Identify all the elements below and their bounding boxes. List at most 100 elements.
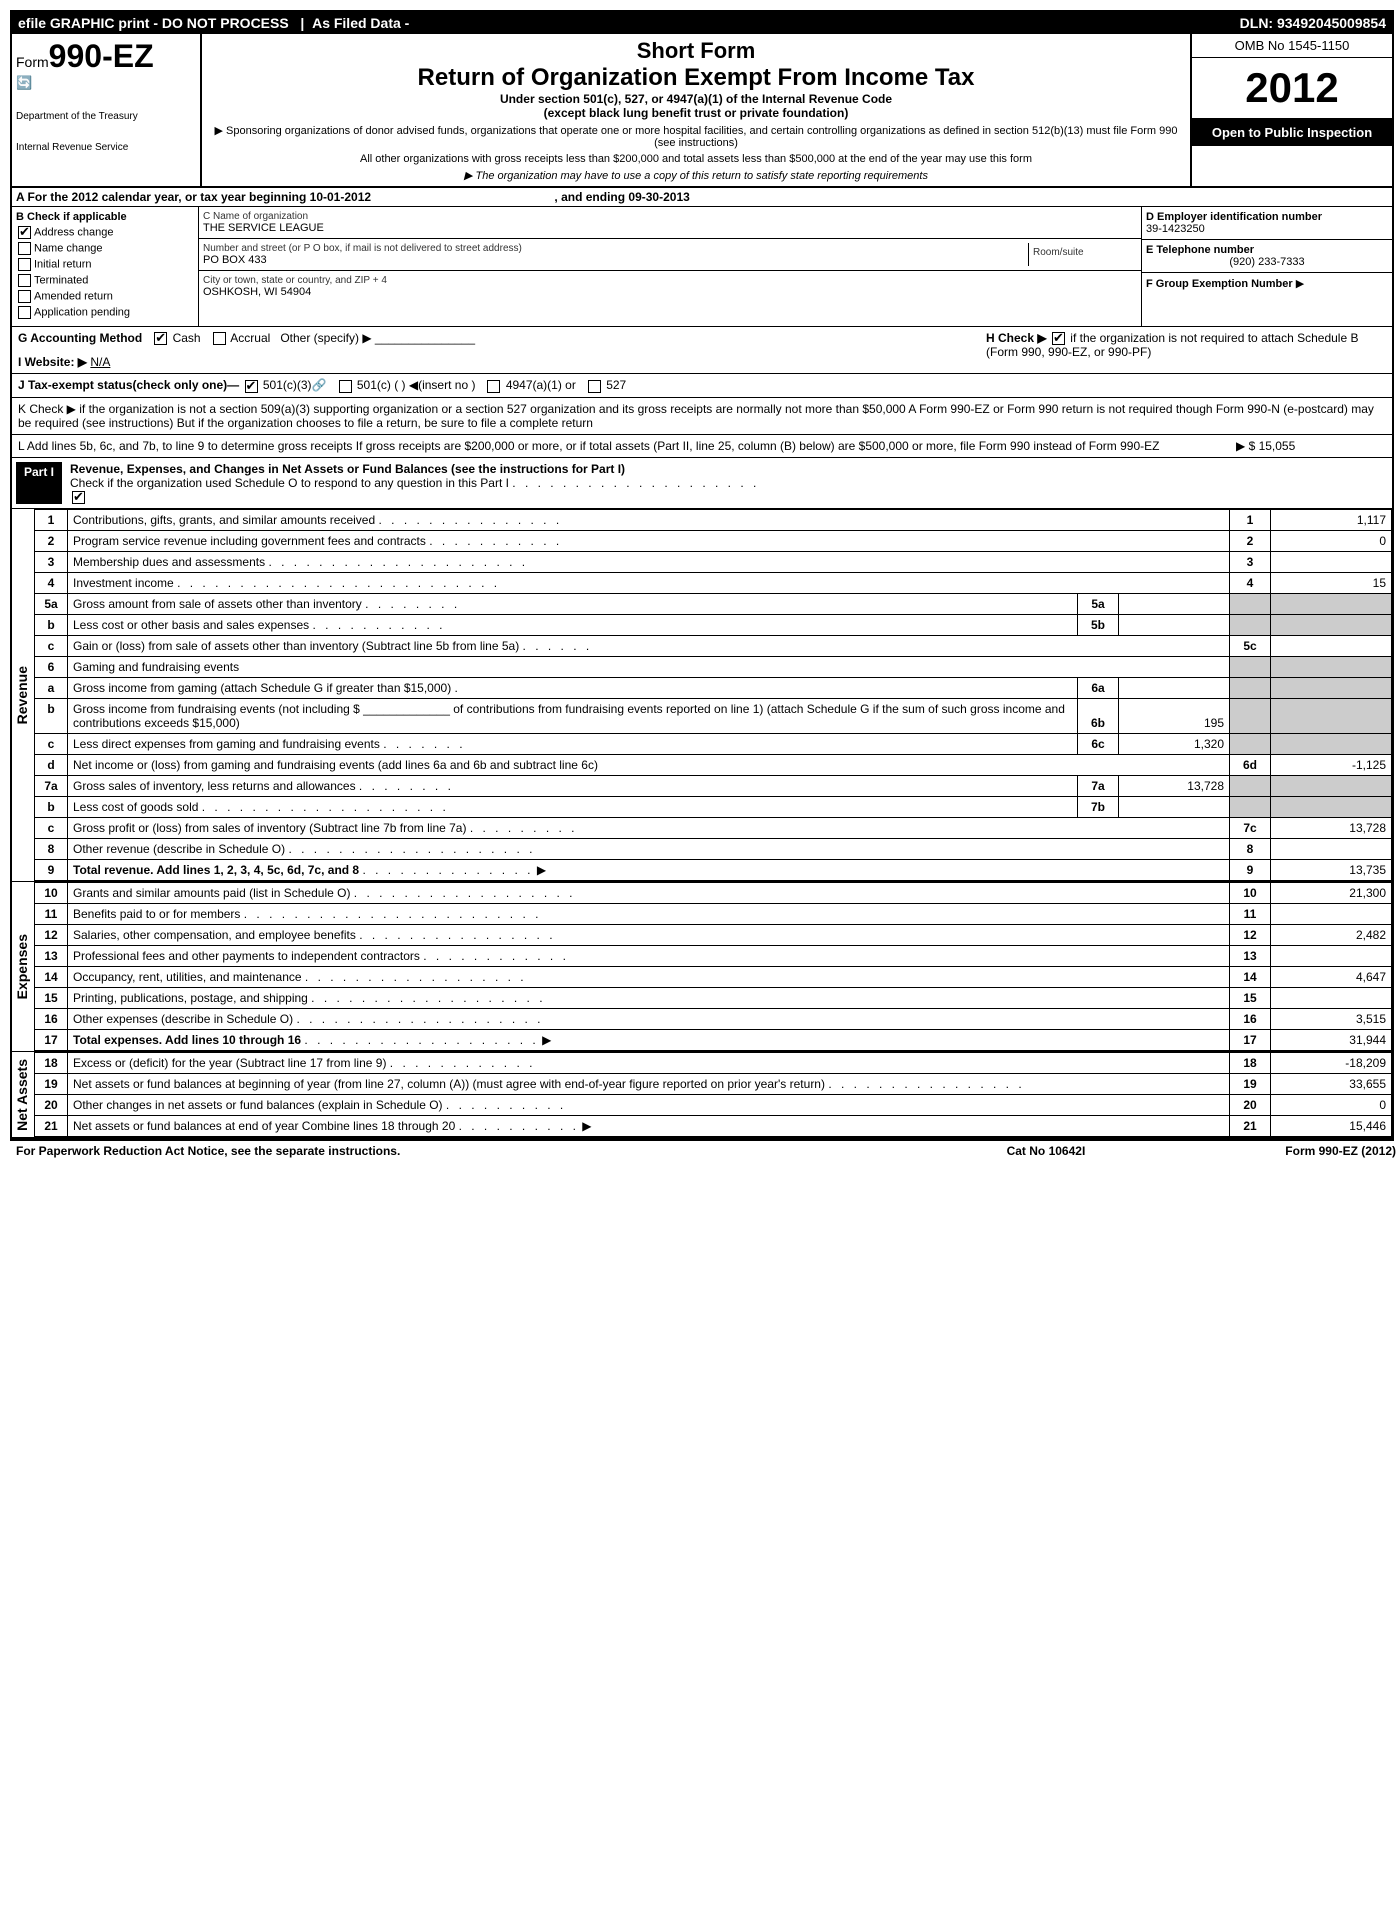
- ln9-desc: Total revenue. Add lines 1, 2, 3, 4, 5c,…: [73, 863, 359, 877]
- short-form-title: Short Form: [206, 38, 1186, 64]
- part-i-check: Check if the organization used Schedule …: [70, 476, 509, 490]
- ln6a-sv: [1119, 678, 1230, 698]
- ln6d-desc: Net income or (loss) from gaming and fun…: [73, 758, 598, 772]
- ln7a-num: 7a: [35, 775, 68, 796]
- cb-name-change[interactable]: [18, 242, 31, 255]
- ln4-num: 4: [35, 572, 68, 593]
- cb-4947[interactable]: [487, 380, 500, 393]
- ln10-num: 10: [35, 882, 68, 903]
- ln8-num: 8: [35, 838, 68, 859]
- revenue-label: Revenue: [12, 662, 34, 728]
- ln6a-num: a: [35, 677, 68, 698]
- note-3: ▶ The organization may have to use a cop…: [206, 169, 1186, 182]
- ln12-val: 2,482: [1271, 924, 1392, 945]
- dln-text: DLN: 93492045009854: [1240, 15, 1386, 31]
- ln12-num: 12: [35, 924, 68, 945]
- cb-501c[interactable]: [339, 380, 352, 393]
- f-value: ▶: [1296, 278, 1304, 290]
- ln4-rn: 4: [1230, 572, 1271, 593]
- ln19-val: 33,655: [1271, 1073, 1392, 1094]
- ln17-val: 31,944: [1271, 1029, 1392, 1050]
- cb-527[interactable]: [588, 380, 601, 393]
- info-section: B Check if applicable Address change Nam…: [12, 207, 1392, 327]
- cb-terminated[interactable]: [18, 274, 31, 287]
- ln5a-shade: [1230, 593, 1271, 614]
- row-a: A For the 2012 calendar year, or tax yea…: [12, 188, 1392, 207]
- netassets-section: Net Assets 18Excess or (deficit) for the…: [12, 1052, 1392, 1139]
- ln3-num: 3: [35, 551, 68, 572]
- d-label: D Employer identification number: [1146, 211, 1388, 223]
- cb-schedule-b[interactable]: [1052, 332, 1065, 345]
- efile-text: efile GRAPHIC print - DO NOT PROCESS: [18, 15, 289, 31]
- cb-initial-return[interactable]: [18, 258, 31, 271]
- ln7a-desc: Gross sales of inventory, less returns a…: [73, 779, 356, 793]
- cb-501c3[interactable]: [245, 380, 258, 393]
- accrual-label: Accrual: [230, 331, 270, 345]
- ln14-val: 4,647: [1271, 966, 1392, 987]
- right-box: OMB No 1545-1150 2012 Open to Public Ins…: [1190, 34, 1392, 186]
- k-row: K Check ▶ if the organization is not a s…: [12, 398, 1392, 435]
- footer: For Paperwork Reduction Act Notice, see …: [10, 1141, 1400, 1161]
- ln10-rn: 10: [1230, 882, 1271, 903]
- form-990ez: efile GRAPHIC print - DO NOT PROCESS | A…: [10, 10, 1394, 1141]
- ln18-rn: 18: [1230, 1052, 1271, 1073]
- cb-label-2: Name change: [34, 242, 103, 254]
- cb-schedule-o[interactable]: [72, 491, 85, 504]
- ln11-desc: Benefits paid to or for members: [73, 907, 240, 921]
- ln1-num: 1: [35, 509, 68, 530]
- cb-label-1: Address change: [34, 226, 114, 238]
- k-text: K Check ▶ if the organization is not a s…: [18, 402, 1374, 430]
- ln5b-sv: [1119, 615, 1230, 635]
- note-2: All other organizations with gross recei…: [206, 153, 1186, 165]
- ln8-desc: Other revenue (describe in Schedule O): [73, 842, 285, 856]
- g-label: G Accounting Method: [18, 331, 142, 345]
- ln2-num: 2: [35, 530, 68, 551]
- cb-amended[interactable]: [18, 290, 31, 303]
- subtitle-2: (except black lung benefit trust or priv…: [206, 106, 1186, 120]
- org-name: THE SERVICE LEAGUE: [203, 222, 1137, 234]
- ln5b-desc: Less cost or other basis and sales expen…: [73, 618, 309, 632]
- ln8-rn: 8: [1230, 838, 1271, 859]
- form-number: 990-EZ: [49, 38, 154, 74]
- j-row: J Tax-exempt status(check only one)— 501…: [12, 374, 1392, 397]
- ln7c-rn: 7c: [1230, 817, 1271, 838]
- ln5c-desc: Gain or (loss) from sale of assets other…: [73, 639, 519, 653]
- ln21-num: 21: [35, 1115, 68, 1136]
- ln4-desc: Investment income: [73, 576, 174, 590]
- ln20-num: 20: [35, 1094, 68, 1115]
- h-label: H Check ▶: [986, 331, 1047, 345]
- ln21-desc: Net assets or fund balances at end of ye…: [73, 1119, 455, 1133]
- ln6b-sn: 6b: [1078, 699, 1119, 733]
- ln18-val: -18,209: [1271, 1052, 1392, 1073]
- cb-pending[interactable]: [18, 306, 31, 319]
- j-opt4: 527: [606, 378, 626, 392]
- ln6-num: 6: [35, 656, 68, 677]
- cb-address-change[interactable]: [18, 226, 31, 239]
- omb-number: OMB No 1545-1150: [1192, 34, 1392, 58]
- ln15-num: 15: [35, 987, 68, 1008]
- ln17-rn: 17: [1230, 1029, 1271, 1050]
- dept-irs: Internal Revenue Service: [16, 142, 196, 153]
- j-opt3: 4947(a)(1) or: [506, 378, 576, 392]
- ln6c-num: c: [35, 733, 68, 754]
- ln14-rn: 14: [1230, 966, 1271, 987]
- ln15-val: [1271, 987, 1392, 1008]
- ln18-desc: Excess or (deficit) for the year (Subtra…: [73, 1056, 386, 1070]
- gh-row: G Accounting Method Cash Accrual Other (…: [12, 327, 1392, 374]
- ln6b-num: b: [35, 698, 68, 733]
- ln5c-rn: 5c: [1230, 635, 1271, 656]
- expenses-table: 10Grants and similar amounts paid (list …: [35, 882, 1392, 1051]
- room-label: Room/suite: [1033, 247, 1133, 258]
- note-1: ▶ Sponsoring organizations of donor advi…: [206, 124, 1186, 149]
- ln14-num: 14: [35, 966, 68, 987]
- ln11-val: [1271, 903, 1392, 924]
- j-opt1: 501(c)(3): [263, 378, 312, 392]
- cb-label-5: Amended return: [34, 290, 113, 302]
- ln5c-num: c: [35, 635, 68, 656]
- cb-cash[interactable]: [154, 332, 167, 345]
- expenses-label: Expenses: [12, 930, 34, 1003]
- footer-right: Form 990-EZ (2012): [1285, 1144, 1396, 1158]
- cb-accrual[interactable]: [213, 332, 226, 345]
- ln2-rn: 2: [1230, 530, 1271, 551]
- form-label: Form: [16, 54, 49, 70]
